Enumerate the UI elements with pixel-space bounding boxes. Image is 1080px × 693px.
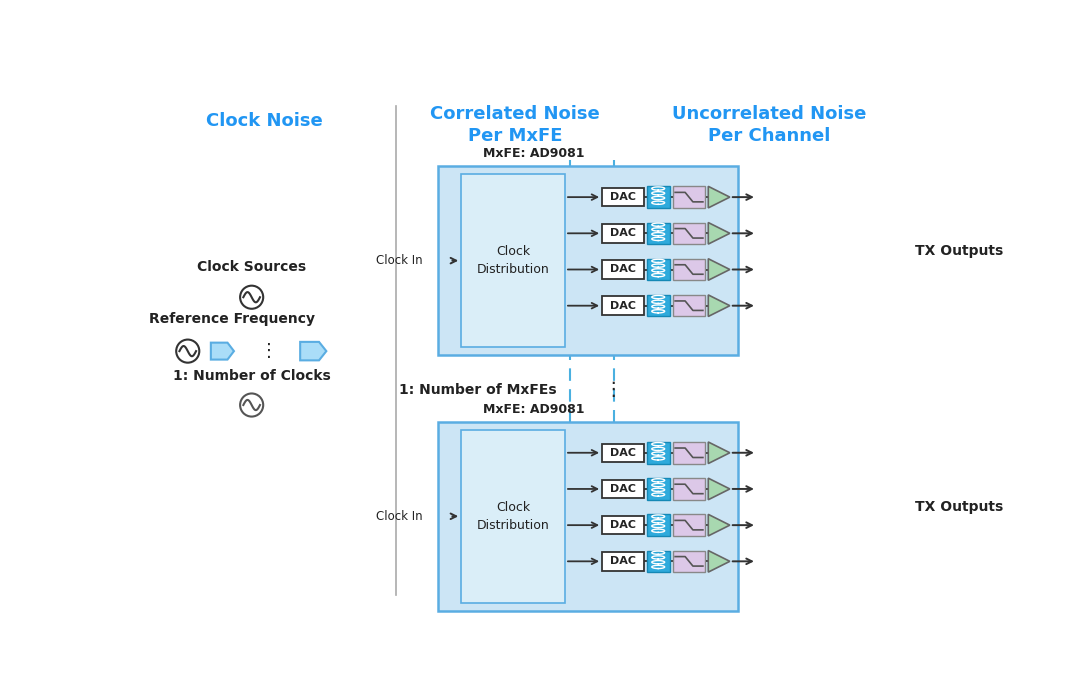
Bar [673,186,705,208]
Polygon shape [211,342,234,360]
Bar [647,442,670,464]
Text: Clock In: Clock In [377,510,423,523]
Text: DAC: DAC [610,265,636,274]
Bar [673,478,705,500]
Polygon shape [708,186,730,208]
Polygon shape [708,514,730,536]
Bar [602,224,644,243]
Text: Reference Frequency: Reference Frequency [149,312,315,326]
Text: ⋮: ⋮ [259,342,278,360]
Bar [461,174,565,347]
Text: TX Outputs: TX Outputs [916,500,1003,514]
Bar [438,166,739,355]
Text: Clock In: Clock In [377,254,423,267]
Bar [647,186,670,208]
Polygon shape [708,295,730,317]
Text: DAC: DAC [610,228,636,238]
Bar [602,480,644,498]
Bar [647,295,670,317]
Bar [647,258,670,280]
Polygon shape [708,222,730,244]
Bar [602,444,644,462]
Bar [461,430,565,603]
Text: DAC: DAC [610,301,636,310]
Text: Correlated Noise
Per MxFE: Correlated Noise Per MxFE [430,105,599,145]
Text: Clock
Distribution: Clock Distribution [476,245,550,276]
Text: DAC: DAC [610,448,636,458]
Bar [647,222,670,244]
Bar [602,552,644,570]
Polygon shape [300,342,326,360]
Polygon shape [708,478,730,500]
Text: Clock Noise: Clock Noise [206,112,323,130]
Bar [602,261,644,279]
Bar [673,222,705,244]
Text: DAC: DAC [610,556,636,566]
Text: 1: Number of MxFEs: 1: Number of MxFEs [400,383,557,396]
Bar [673,514,705,536]
Polygon shape [708,258,730,280]
Bar [602,297,644,315]
Text: Uncorrelated Noise
Per Channel: Uncorrelated Noise Per Channel [672,105,866,145]
Text: 1: Number of Clocks: 1: Number of Clocks [173,369,330,383]
Bar [673,258,705,280]
Bar [673,550,705,572]
Polygon shape [708,550,730,572]
Text: Clock Sources: Clock Sources [197,260,307,274]
Text: MxFE: AD9081: MxFE: AD9081 [483,403,584,416]
Text: DAC: DAC [610,520,636,530]
Bar [602,188,644,207]
Text: DAC: DAC [610,192,636,202]
Text: TX Outputs: TX Outputs [916,244,1003,258]
Bar [647,550,670,572]
Bar [602,516,644,534]
Bar [673,442,705,464]
Text: DAC: DAC [610,484,636,494]
Text: ⋮: ⋮ [603,380,622,399]
Text: MxFE: AD9081: MxFE: AD9081 [483,147,584,160]
Bar [647,478,670,500]
Text: Clock
Distribution: Clock Distribution [476,501,550,532]
Bar [647,514,670,536]
Bar [673,295,705,317]
Polygon shape [708,442,730,464]
Bar [438,422,739,611]
